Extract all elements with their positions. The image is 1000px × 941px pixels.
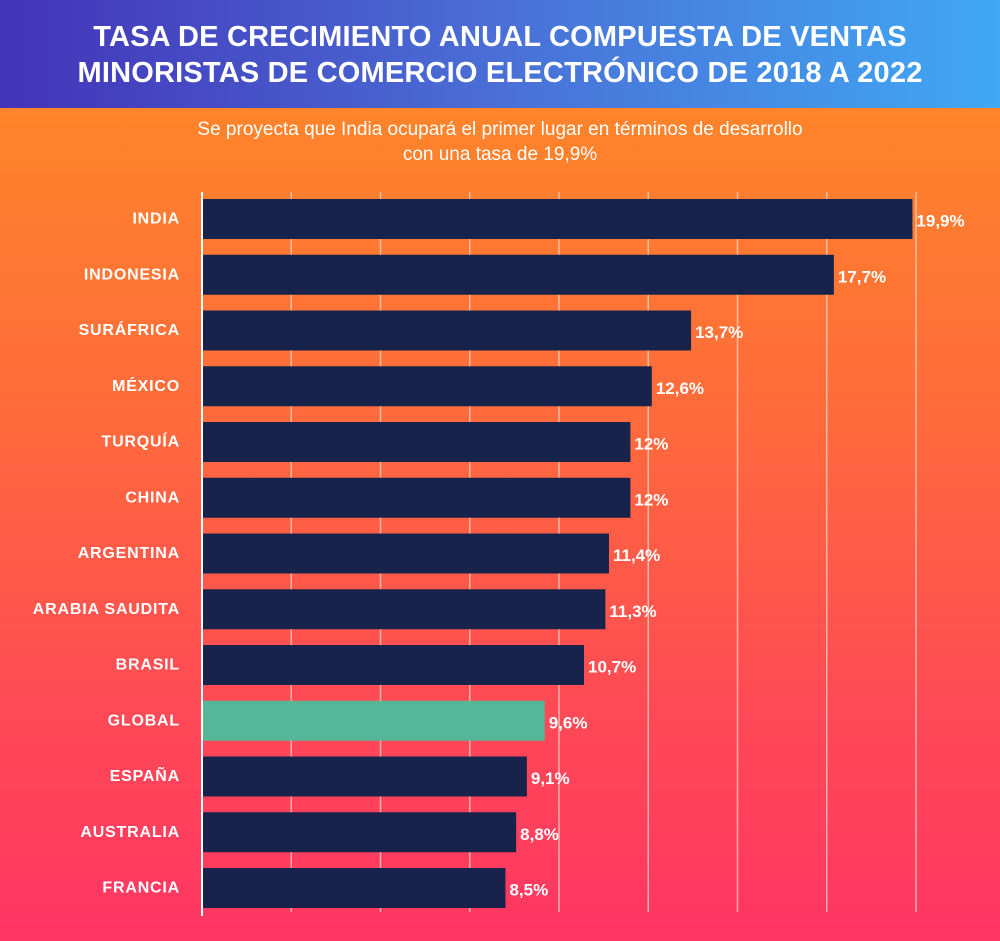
category-label: GLOBAL [108,712,180,729]
category-label: SURÁFRICA [79,320,180,339]
value-label: 8,5% [509,881,548,900]
value-label: 10,7% [588,658,636,677]
value-label: 8,8% [520,825,559,844]
category-label: BRASIL [116,657,180,674]
chart-subtitle-line-2: con una tasa de 19,9% [402,144,598,165]
category-label: MÉXICO [112,376,180,395]
category-label: ARABIA SAUDITA [33,601,180,618]
chart-title-banner: TASA DE CRECIMIENTO ANUAL COMPUESTA DE V… [0,0,1000,108]
value-label: 9,6% [549,713,588,732]
bar-global [202,700,545,741]
category-label: TURQUÍA [102,432,180,451]
bar-brasil [202,645,584,685]
value-label: 9,1% [531,769,570,788]
bar-suráfrica [202,310,692,351]
bar-turquía [202,422,631,462]
bar-china [202,477,631,518]
category-label: ESPAÑA [110,765,180,785]
chart-subtitle-line-1: Se proyecta que India ocupará el primer … [197,119,803,140]
bar-argentina [202,533,609,574]
chart-subtitle: Se proyecta que India ocupará el primer … [0,117,1000,167]
value-label: 12,6% [656,379,704,398]
category-label: INDIA [132,211,180,228]
bars [202,199,913,908]
category-label: INDONESIA [84,266,180,283]
value-label: 12% [634,435,668,454]
bar-españa [202,756,527,797]
value-label: 17,7% [838,267,886,286]
category-label: FRANCIA [102,880,180,897]
bar-australia [202,812,517,853]
category-label: AUSTRALIA [80,824,180,841]
labels: INDIA 19,9% INDONESIA 17,7% SURÁFRICA 13,7% MÉ… [33,211,965,900]
chart-title-line-1: TASA DE CRECIMIENTO ANUAL COMPUESTA DE V… [93,21,907,53]
value-label: 12% [634,490,668,509]
value-label: 11,4% [613,546,660,565]
value-label: 19,9% [916,212,964,231]
chart-title-line-2: MINORISTAS DE COMERCIO ELECTRÓNICO DE 20… [77,57,923,89]
bar-arabia-saudita [202,589,606,630]
bar-india [202,199,913,239]
bar-francia [202,868,506,908]
category-label: ARGENTINA [78,545,180,562]
bar-méxico [202,366,652,407]
value-label: 11,3% [609,602,656,621]
category-label: CHINA [125,489,180,506]
value-label: 13,7% [695,323,743,342]
bar-indonesia [202,254,834,295]
